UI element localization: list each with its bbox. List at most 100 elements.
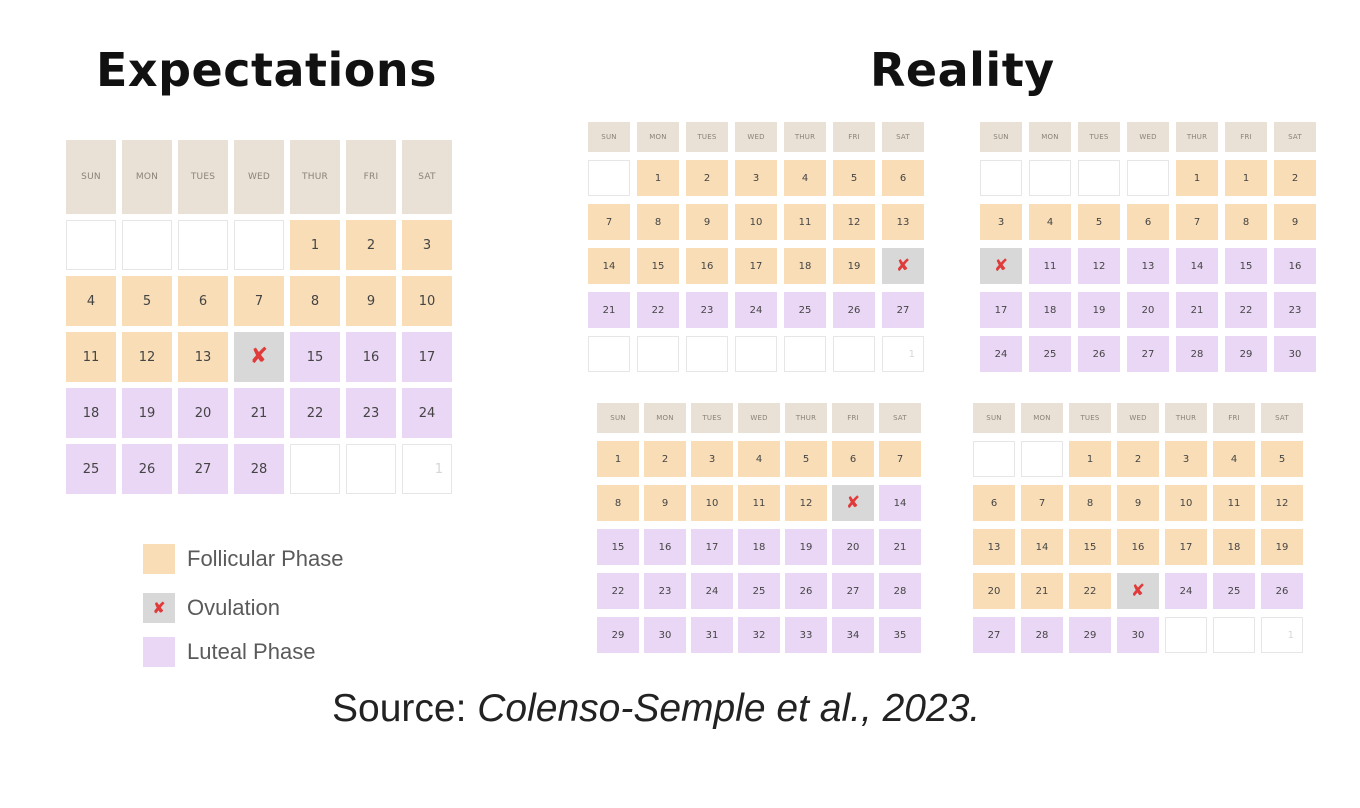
follicular-day-cell: 13: [973, 529, 1015, 565]
follicular-day-cell: 4: [1029, 204, 1071, 240]
luteal-day-cell: 28: [234, 444, 284, 494]
luteal-day-cell: 15: [290, 332, 340, 382]
luteal-day-cell: 35: [879, 617, 921, 653]
luteal-day-cell: 16: [346, 332, 396, 382]
ovulation-day-cell: ✘: [882, 248, 924, 284]
weekday-header: MON: [122, 140, 172, 214]
follicular-day-cell: 6: [882, 160, 924, 196]
luteal-day-cell: 18: [738, 529, 780, 565]
follicular-day-cell: 9: [644, 485, 686, 521]
weekday-header: TUES: [1078, 122, 1120, 152]
weekday-header: SAT: [402, 140, 452, 214]
follicular-day-cell: 8: [1225, 204, 1267, 240]
weekday-header: THUR: [1165, 403, 1207, 433]
empty-day-cell: [234, 220, 284, 270]
empty-day-cell: [980, 160, 1022, 196]
follicular-day-cell: 13: [178, 332, 228, 382]
luteal-day-cell: 23: [644, 573, 686, 609]
x-mark-icon: ✘: [249, 344, 269, 369]
x-mark-icon: ✘: [152, 599, 166, 617]
empty-day-cell: [346, 444, 396, 494]
follicular-day-cell: 19: [833, 248, 875, 284]
follicular-day-cell: 17: [735, 248, 777, 284]
follicular-day-cell: 15: [1069, 529, 1111, 565]
empty-day-cell: [973, 441, 1015, 477]
luteal-day-cell: 16: [644, 529, 686, 565]
ovulation-day-cell: ✘: [832, 485, 874, 521]
x-mark-icon: ✘: [895, 255, 911, 276]
follicular-day-cell: 9: [686, 204, 728, 240]
follicular-day-cell: 10: [735, 204, 777, 240]
luteal-day-cell: 30: [1117, 617, 1159, 653]
weekday-header: TUES: [686, 122, 728, 152]
follicular-day-cell: 6: [832, 441, 874, 477]
follicular-day-cell: 11: [738, 485, 780, 521]
follicular-day-cell: 2: [1274, 160, 1316, 196]
weekday-header: TUES: [691, 403, 733, 433]
luteal-day-cell: 26: [833, 292, 875, 328]
follicular-day-cell: 18: [1213, 529, 1255, 565]
luteal-day-cell: 27: [973, 617, 1015, 653]
follicular-day-cell: 1: [1069, 441, 1111, 477]
follicular-day-cell: 8: [637, 204, 679, 240]
luteal-day-cell: 26: [785, 573, 827, 609]
luteal-day-cell: 23: [346, 388, 396, 438]
follicular-day-cell: 5: [785, 441, 827, 477]
x-mark-icon: ✘: [1130, 580, 1146, 601]
follicular-day-cell: 12: [833, 204, 875, 240]
empty-day-cell: [735, 336, 777, 372]
luteal-day-cell: 21: [234, 388, 284, 438]
follicular-day-cell: 7: [1176, 204, 1218, 240]
luteal-day-cell: 22: [637, 292, 679, 328]
luteal-day-cell: 14: [879, 485, 921, 521]
luteal-day-cell: 16: [1274, 248, 1316, 284]
luteal-day-cell: 27: [832, 573, 874, 609]
weekday-header: TUES: [1069, 403, 1111, 433]
luteal-day-cell: 21: [588, 292, 630, 328]
follicular-day-cell: 3: [980, 204, 1022, 240]
follicular-day-cell: 21: [1021, 573, 1063, 609]
follicular-day-cell: 17: [1165, 529, 1207, 565]
follicular-day-cell: 16: [1117, 529, 1159, 565]
weekday-header: THUR: [1176, 122, 1218, 152]
empty-day-cell: [1213, 617, 1255, 653]
source-caption: Source: Colenso-Semple et al., 2023.: [332, 684, 980, 734]
follicular-day-cell: 1: [290, 220, 340, 270]
weekday-header: SAT: [879, 403, 921, 433]
follicular-day-cell: 12: [785, 485, 827, 521]
luteal-day-cell: 20: [1127, 292, 1169, 328]
weekday-header: FRI: [346, 140, 396, 214]
luteal-day-cell: 20: [178, 388, 228, 438]
empty-day-cell: [1078, 160, 1120, 196]
follicular-day-cell: 3: [691, 441, 733, 477]
luteal-day-cell: 30: [1274, 336, 1316, 372]
luteal-day-cell: 25: [738, 573, 780, 609]
follicular-day-cell: 18: [784, 248, 826, 284]
legend-follicular: Follicular Phase: [143, 544, 344, 574]
empty-day-cell: [1127, 160, 1169, 196]
follicular-day-cell: 4: [784, 160, 826, 196]
luteal-day-cell: 33: [785, 617, 827, 653]
luteal-swatch: [143, 637, 175, 667]
luteal-day-cell: 19: [1078, 292, 1120, 328]
empty-day-cell: [1029, 160, 1071, 196]
weekday-header: SAT: [1261, 403, 1303, 433]
reality-title: Reality: [870, 43, 1055, 97]
empty-day-cell: [637, 336, 679, 372]
luteal-day-cell: 11: [1029, 248, 1071, 284]
follicular-day-cell: 5: [1261, 441, 1303, 477]
legend-follicular-label: Follicular Phase: [187, 546, 344, 571]
luteal-day-cell: 31: [691, 617, 733, 653]
weekday-header: FRI: [833, 122, 875, 152]
luteal-day-cell: 26: [122, 444, 172, 494]
follicular-day-cell: 9: [346, 276, 396, 326]
luteal-day-cell: 27: [178, 444, 228, 494]
weekday-header: THUR: [290, 140, 340, 214]
luteal-day-cell: 20: [832, 529, 874, 565]
follicular-day-cell: 10: [402, 276, 452, 326]
follicular-day-cell: 4: [66, 276, 116, 326]
weekday-header: WED: [735, 122, 777, 152]
weekday-header: SUN: [66, 140, 116, 214]
follicular-day-cell: 6: [178, 276, 228, 326]
luteal-day-cell: 25: [66, 444, 116, 494]
